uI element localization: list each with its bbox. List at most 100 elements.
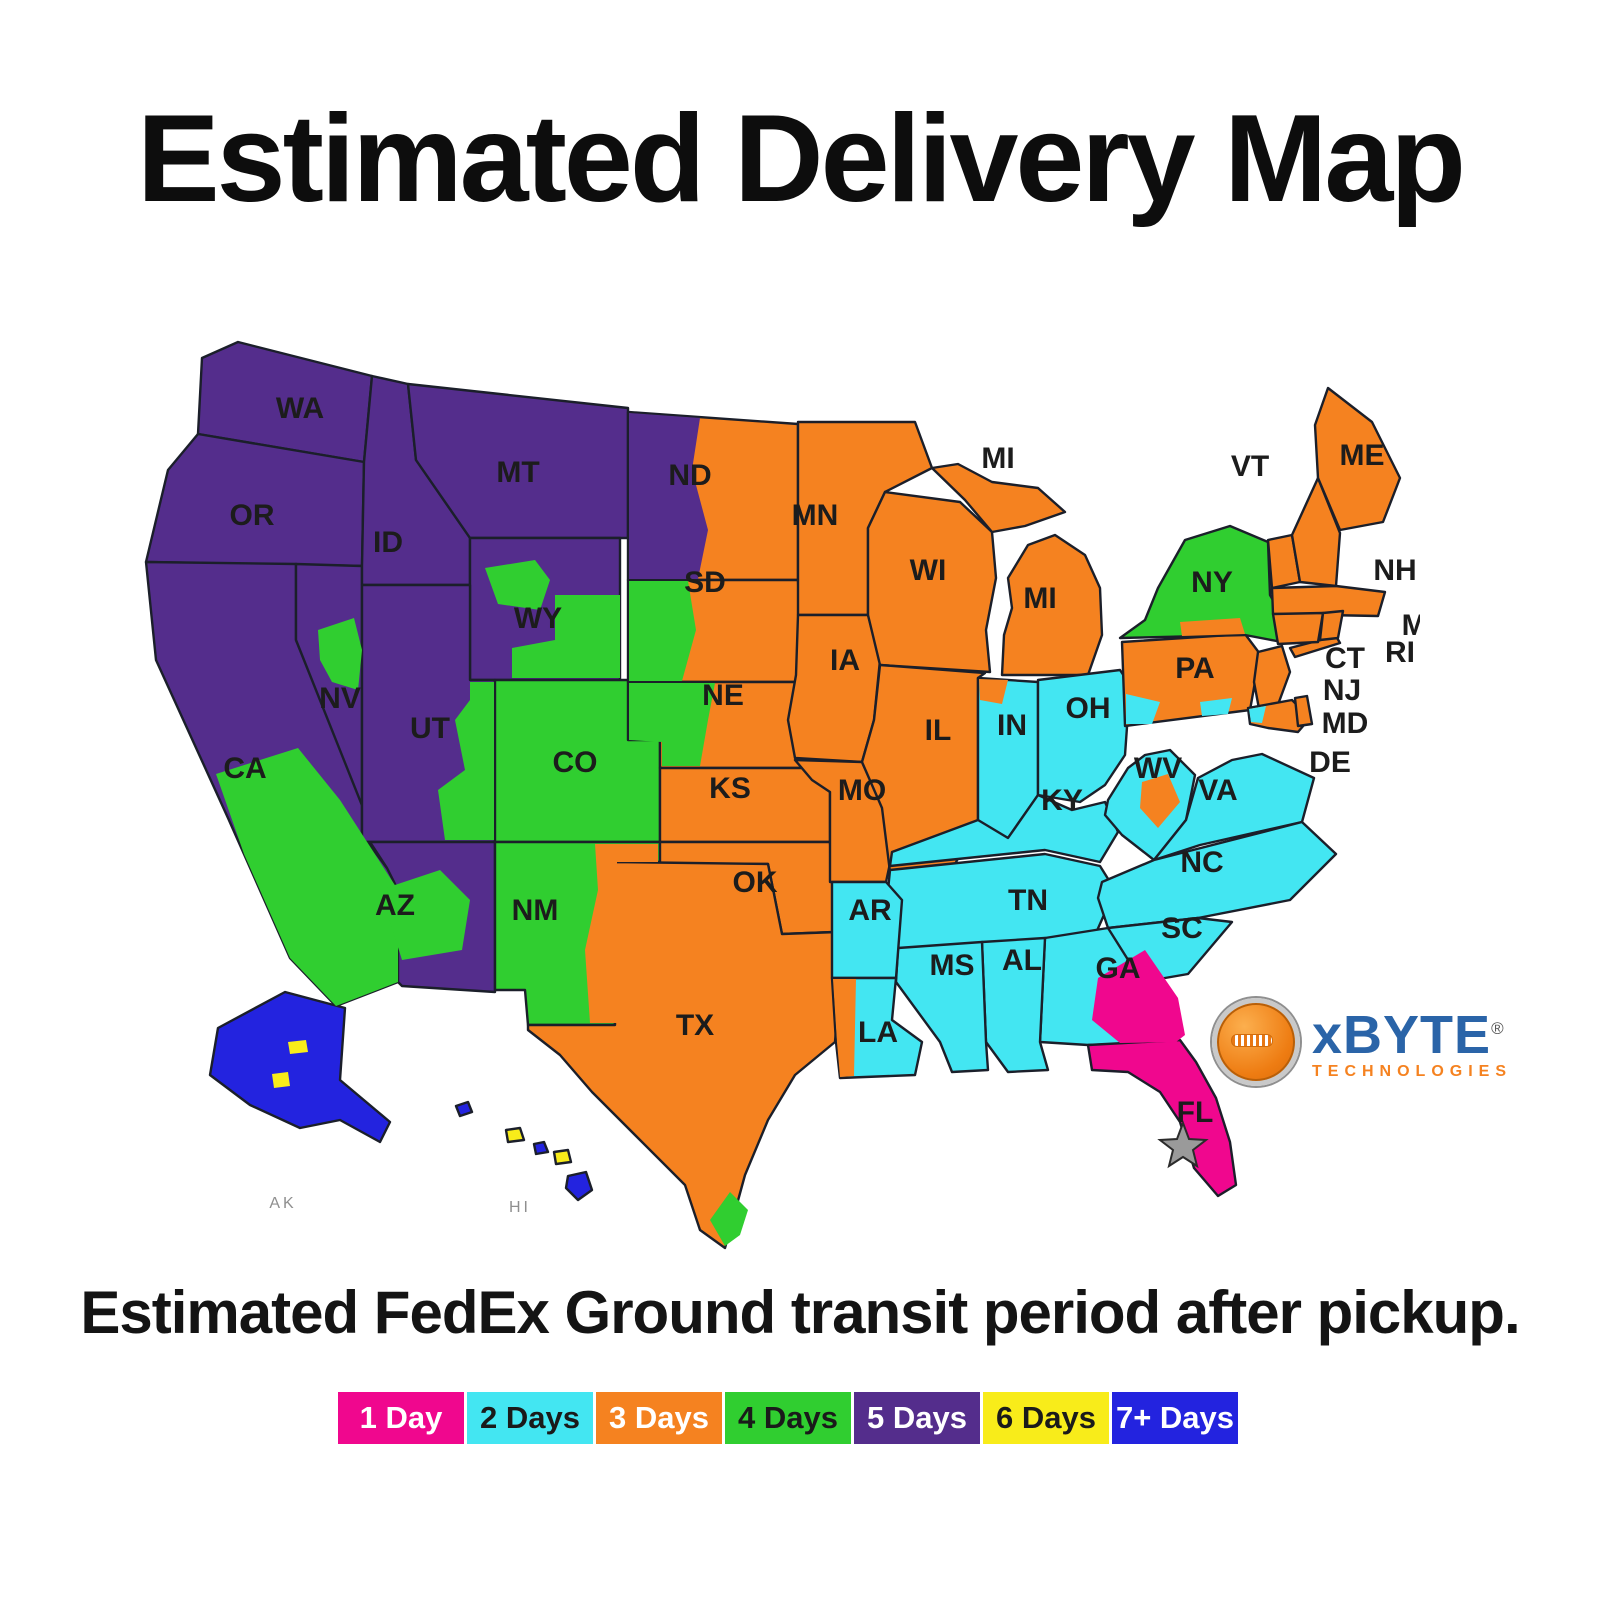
patch-pa-sw (1126, 694, 1160, 724)
legend-item-6-days: 6 Days (983, 1392, 1109, 1444)
label-vt: VT (1231, 450, 1269, 483)
patch-md-west (1249, 706, 1266, 723)
label-al: AL (1002, 944, 1042, 977)
xbyte-tagline: TECHNOLOGIES (1312, 1062, 1513, 1080)
label-md: MD (1322, 707, 1369, 740)
patch-wv-orange (1140, 774, 1180, 828)
legend-item-5-days: 5 Days (854, 1392, 980, 1444)
patch-nm-east (585, 844, 658, 1023)
xbyte-logo: xBYTE® TECHNOLOGIES (1212, 998, 1512, 1086)
label-id: ID (373, 526, 403, 559)
xbyte-brand-word: xBYTE (1312, 1004, 1492, 1065)
label-ct: CT (1325, 642, 1365, 675)
patch-wy-nw (485, 560, 550, 610)
patch-ny-south (1180, 618, 1245, 636)
label-nm: NM (512, 894, 559, 927)
state-ky (888, 793, 1120, 868)
label-de: DE (1309, 746, 1351, 779)
map-zone-patches (216, 413, 1266, 1246)
label-wa: WA (276, 392, 324, 425)
label-ny: NY (1191, 566, 1233, 599)
label-sc: SC (1161, 912, 1203, 945)
state-hi-island-3 (532, 1140, 550, 1156)
state-oh (1036, 668, 1132, 804)
patch-nd-west (629, 413, 708, 579)
label-ga: GA (1096, 952, 1141, 985)
page-title: Estimated Delivery Map (136, 90, 1466, 228)
delivery-legend: 1 Day 2 Days 3 Days 4 Days 5 Days 6 Days… (338, 1392, 1238, 1444)
xbyte-logo-text: xBYTE® TECHNOLOGIES (1312, 1004, 1512, 1081)
label-ca: CA (223, 752, 266, 785)
label-or: OR (230, 499, 275, 532)
label-mi: MI (1023, 582, 1056, 615)
label-pa: PA (1175, 652, 1214, 685)
state-ma (1270, 584, 1387, 618)
label-ne: NE (702, 679, 744, 712)
label-ms: MS (930, 949, 975, 982)
us-map-svg: WA OR CA NV ID MT WY UT CO AZ NM ND SD N… (144, 340, 1420, 1250)
label-nj: NJ (1323, 674, 1361, 707)
registered-mark: ® (1491, 1018, 1505, 1038)
state-ct (1271, 611, 1325, 646)
label-in: IN (997, 709, 1027, 742)
xbyte-globe-icon (1212, 998, 1300, 1086)
state-nc (1096, 820, 1338, 930)
patch-la-west (833, 979, 856, 1077)
label-fl: FL (1177, 1096, 1214, 1129)
legend-item-4-days: 4 Days (725, 1392, 851, 1444)
label-me: ME (1340, 439, 1385, 472)
label-wi: WI (910, 554, 947, 587)
legend-item-3-days: 3 Days (596, 1392, 722, 1444)
state-mi-upper (930, 462, 1067, 534)
patch-nv-green (318, 618, 362, 690)
state-de (1293, 694, 1314, 728)
state-hi-island-4 (552, 1148, 573, 1166)
label-sd: SD (684, 566, 726, 599)
label-oh: OH (1066, 692, 1111, 725)
label-ar: AR (848, 894, 892, 927)
label-ut: UT (410, 712, 450, 745)
state-wi (866, 490, 998, 674)
state-hi-island-1 (454, 1100, 474, 1118)
label-il: IL (925, 714, 952, 747)
label-nc: NC (1180, 846, 1223, 879)
origin-star-icon (1157, 1120, 1209, 1169)
legend-item-1-day: 1 Day (338, 1392, 464, 1444)
label-va: VA (1198, 774, 1237, 807)
patch-tx-tip (710, 1192, 748, 1246)
patch-ut-east (438, 682, 494, 840)
label-wy: WY (514, 602, 562, 635)
map-labels: WA OR CA NV ID MT WY UT CO AZ NM ND SD N… (223, 392, 1420, 1216)
xbyte-brand-name: xBYTE® (1312, 1004, 1512, 1062)
state-ms (894, 940, 990, 1074)
label-mo: MO (838, 774, 886, 807)
label-ma: MA (1402, 609, 1420, 642)
patch-wy-se (512, 595, 620, 678)
label-nv: NV (319, 682, 361, 715)
page-subtitle: Estimated FedEx Ground transit period af… (80, 1279, 1520, 1346)
patch-sd-west (629, 581, 696, 681)
patch-az-green (380, 870, 470, 960)
legend-item-2-days: 2 Days (467, 1392, 593, 1444)
label-az: AZ (375, 889, 415, 922)
label-tx: TX (676, 1009, 714, 1042)
patch-ak-yellow-2 (272, 1072, 290, 1088)
patch-ca-south (216, 748, 398, 1006)
label-ak: AK (269, 1195, 296, 1212)
label-ks: KS (709, 772, 751, 805)
us-delivery-map: WA OR CA NV ID MT WY UT CO AZ NM ND SD N… (140, 330, 1420, 1250)
state-fl (1086, 1038, 1238, 1198)
state-mi (1000, 533, 1104, 677)
label-mn: MN (792, 499, 839, 532)
label-ok: OK (733, 866, 778, 899)
state-hi-island-2 (504, 1126, 526, 1144)
patch-in-north (979, 679, 1008, 704)
label-mi-up: MI (981, 442, 1014, 475)
state-me (1313, 386, 1402, 532)
label-co: CO (553, 746, 598, 779)
state-ri (1318, 609, 1345, 642)
patch-ak-yellow-1 (288, 1040, 308, 1054)
state-hi-island-5 (564, 1170, 594, 1202)
label-wv: WV (1134, 752, 1182, 785)
